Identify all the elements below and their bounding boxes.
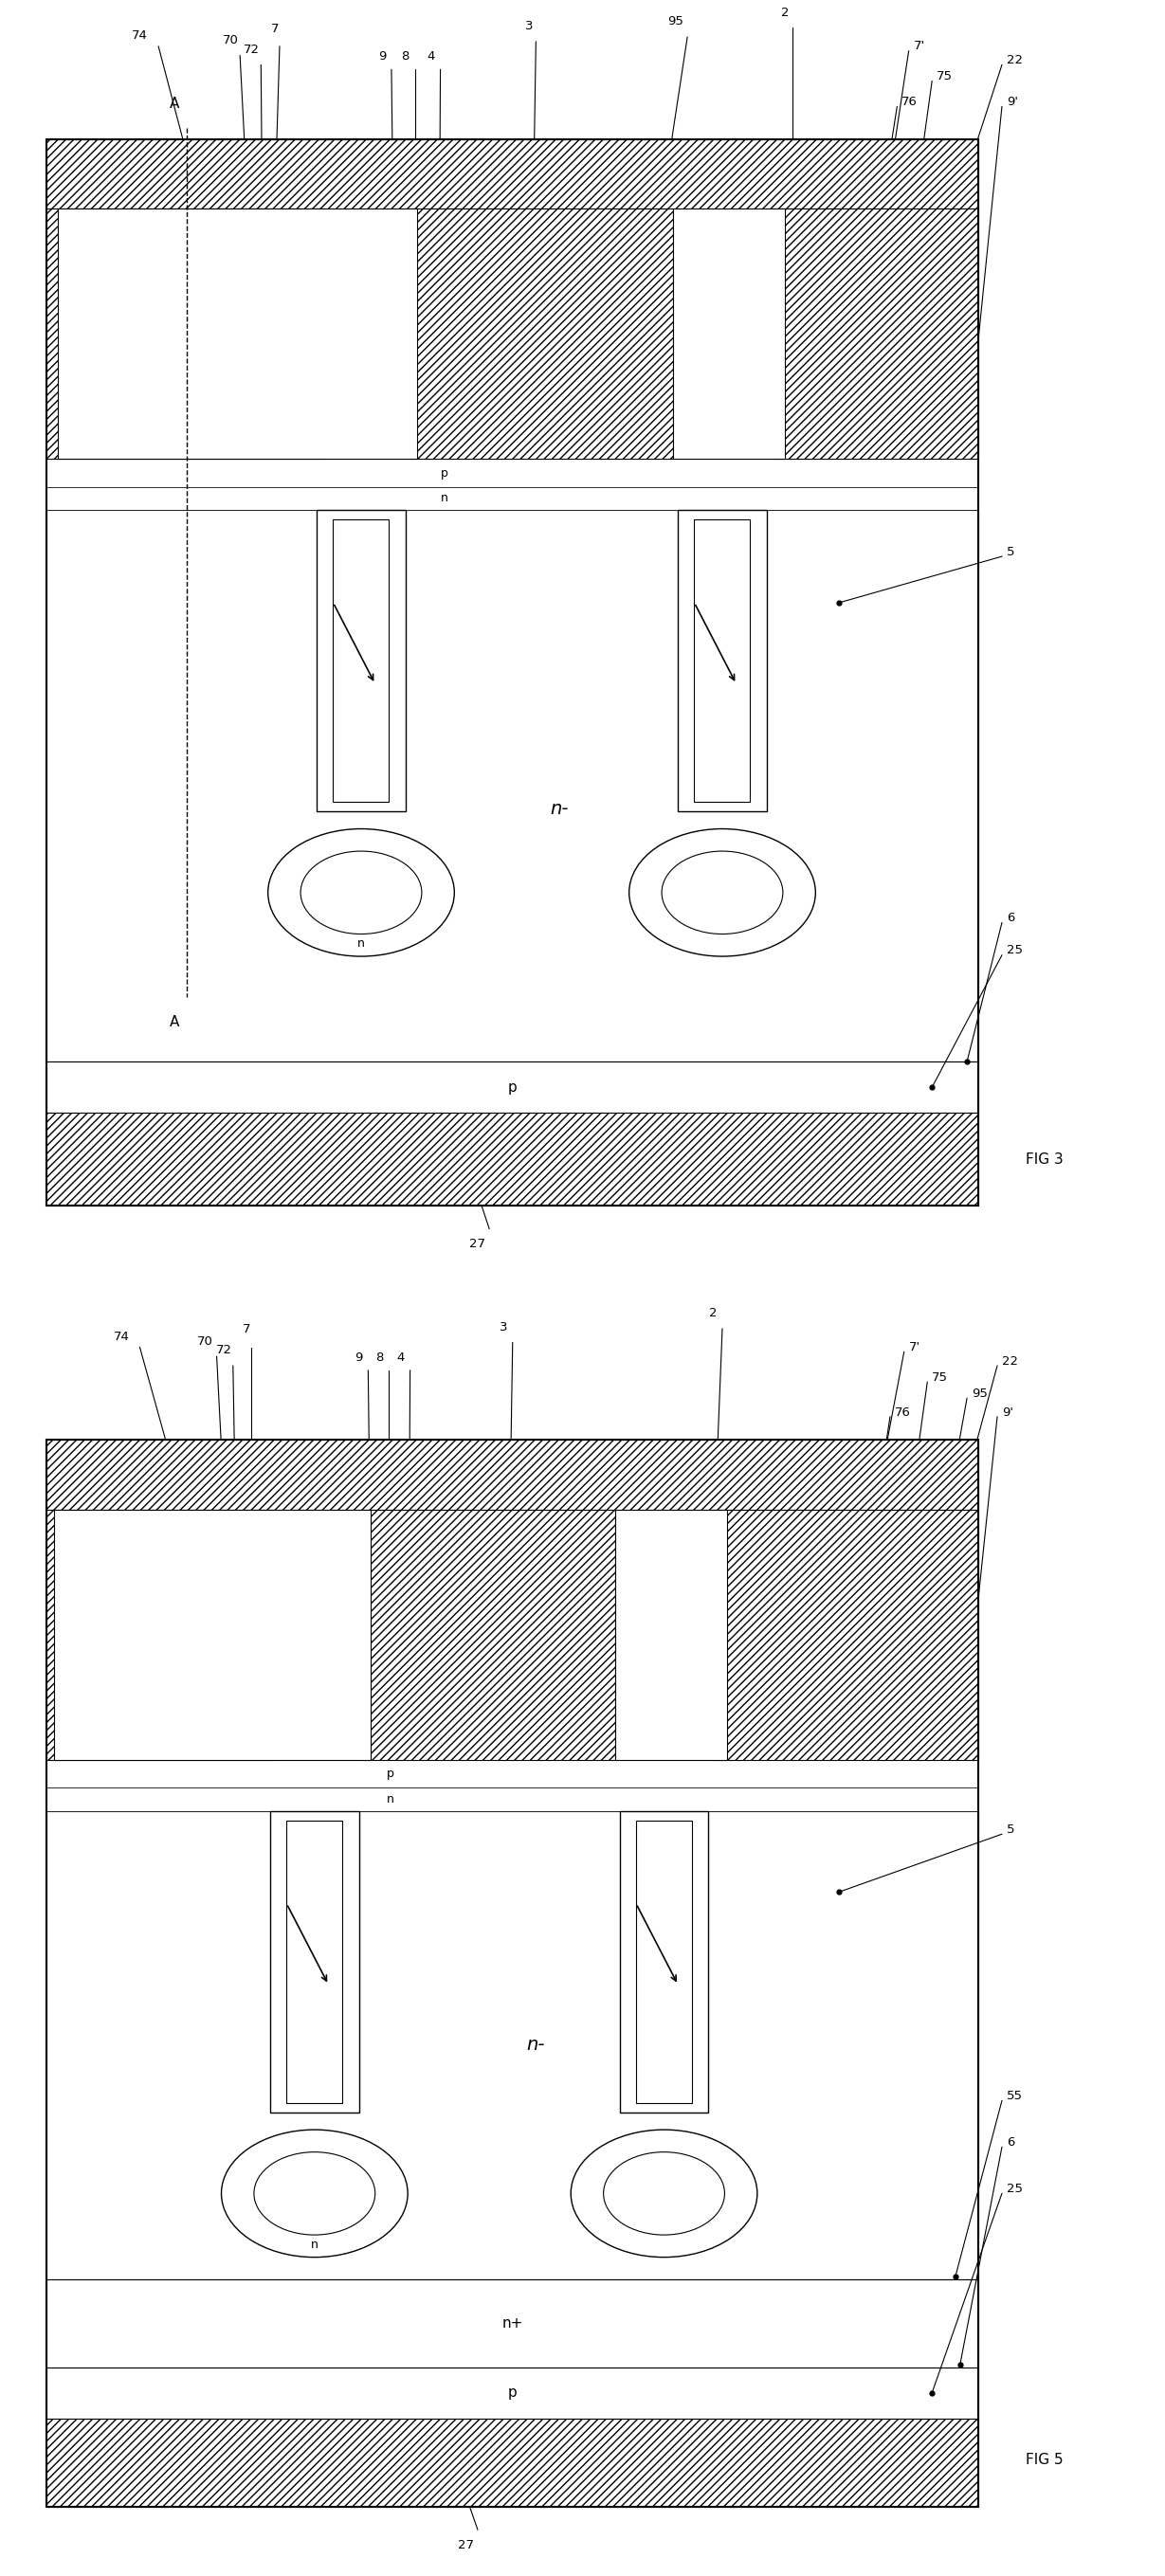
Bar [47, 510, 979, 1061]
Text: p: p [440, 466, 447, 479]
Ellipse shape [629, 829, 815, 956]
Text: FIG 5: FIG 5 [1025, 2452, 1062, 2468]
Bar [287, 1821, 343, 2102]
Bar [317, 510, 405, 811]
Text: 25: 25 [1007, 2182, 1023, 2195]
Bar [694, 520, 750, 801]
Text: n-: n- [550, 801, 569, 819]
Text: n-: n- [527, 2035, 545, 2053]
Text: 2: 2 [709, 1306, 716, 1319]
Text: 8: 8 [402, 52, 409, 62]
Text: p: p [310, 2169, 319, 2182]
Text: A: A [170, 98, 179, 111]
Text: 74: 74 [113, 1329, 129, 1342]
Text: n: n [387, 1793, 394, 1806]
Text: 5: 5 [1007, 1824, 1015, 1837]
Text: 7': 7' [913, 41, 925, 52]
Ellipse shape [662, 850, 783, 935]
Text: p: p [387, 1767, 394, 1780]
Ellipse shape [254, 2151, 375, 2236]
Bar [47, 1061, 979, 1113]
Text: n: n [440, 492, 447, 505]
Bar [333, 520, 389, 801]
Ellipse shape [221, 2130, 408, 2257]
Ellipse shape [603, 2151, 725, 2236]
Text: 7: 7 [271, 23, 278, 36]
Text: 4: 4 [428, 52, 435, 62]
Text: 9': 9' [1002, 1406, 1014, 1419]
Text: 70: 70 [197, 1334, 213, 1347]
Text: A: A [170, 1015, 179, 1030]
Bar [47, 209, 324, 459]
Text: 72: 72 [243, 44, 260, 57]
Bar [620, 1811, 708, 2112]
Text: 95: 95 [668, 15, 684, 28]
Bar [47, 459, 979, 487]
Bar [47, 2367, 979, 2419]
Bar [713, 1510, 979, 1759]
Text: p: p [356, 868, 366, 881]
Text: 75: 75 [932, 1370, 948, 1383]
Text: n: n [358, 938, 365, 951]
Text: 22: 22 [1002, 1355, 1018, 1368]
Bar [673, 209, 785, 459]
Bar [410, 209, 673, 459]
Text: 70: 70 [223, 33, 239, 46]
Text: 8: 8 [376, 1352, 383, 1363]
Text: 76: 76 [895, 1406, 911, 1419]
Bar [47, 1510, 273, 1759]
Bar [47, 1440, 979, 2506]
Text: 76: 76 [902, 95, 918, 108]
Bar [47, 2280, 979, 2367]
Bar [270, 1811, 359, 2112]
Text: 55: 55 [1007, 2089, 1023, 2102]
Text: 6: 6 [1007, 912, 1015, 925]
Bar [47, 1440, 979, 1510]
Text: 95: 95 [972, 1388, 988, 1399]
Text: n+: n+ [195, 1631, 211, 1638]
Ellipse shape [571, 2130, 757, 2257]
Text: 3: 3 [525, 21, 532, 33]
Bar [47, 1811, 979, 2280]
Text: 9: 9 [379, 52, 386, 62]
Text: 7': 7' [909, 1342, 920, 1352]
Bar [47, 139, 979, 1206]
Text: n: n [311, 2239, 318, 2251]
Text: 27: 27 [469, 1239, 486, 1249]
Text: 27: 27 [458, 2540, 474, 2550]
Bar [54, 1510, 370, 1759]
Bar [58, 209, 417, 459]
Bar [47, 1759, 979, 1788]
Text: p: p [508, 2385, 517, 2401]
Text: 6: 6 [1007, 2136, 1015, 2148]
Bar [47, 139, 979, 209]
Text: 4: 4 [397, 1352, 404, 1363]
Text: 72: 72 [216, 1345, 232, 1358]
Text: 22: 22 [1007, 54, 1023, 67]
Bar [47, 487, 979, 510]
Text: n+: n+ [225, 330, 241, 337]
Text: n+: n+ [502, 2316, 523, 2331]
Ellipse shape [268, 829, 454, 956]
Bar [678, 510, 767, 811]
Text: 2: 2 [782, 5, 789, 18]
Bar [615, 1510, 727, 1759]
Bar [47, 1113, 979, 1206]
Text: 25: 25 [1007, 945, 1023, 956]
Bar [47, 1788, 979, 1811]
Bar [363, 1510, 615, 1759]
Text: 3: 3 [500, 1321, 507, 1334]
Text: 5: 5 [1007, 546, 1015, 559]
Text: 74: 74 [132, 28, 148, 41]
Text: 75: 75 [937, 70, 953, 82]
Text: 9: 9 [355, 1352, 362, 1363]
Text: FIG 3: FIG 3 [1025, 1151, 1062, 1167]
Bar [636, 1821, 692, 2102]
Text: 9': 9' [1007, 95, 1018, 108]
Ellipse shape [301, 850, 422, 935]
Bar [47, 2419, 979, 2506]
Text: p: p [508, 1079, 517, 1095]
Bar [771, 209, 979, 459]
Text: 7: 7 [243, 1324, 250, 1334]
